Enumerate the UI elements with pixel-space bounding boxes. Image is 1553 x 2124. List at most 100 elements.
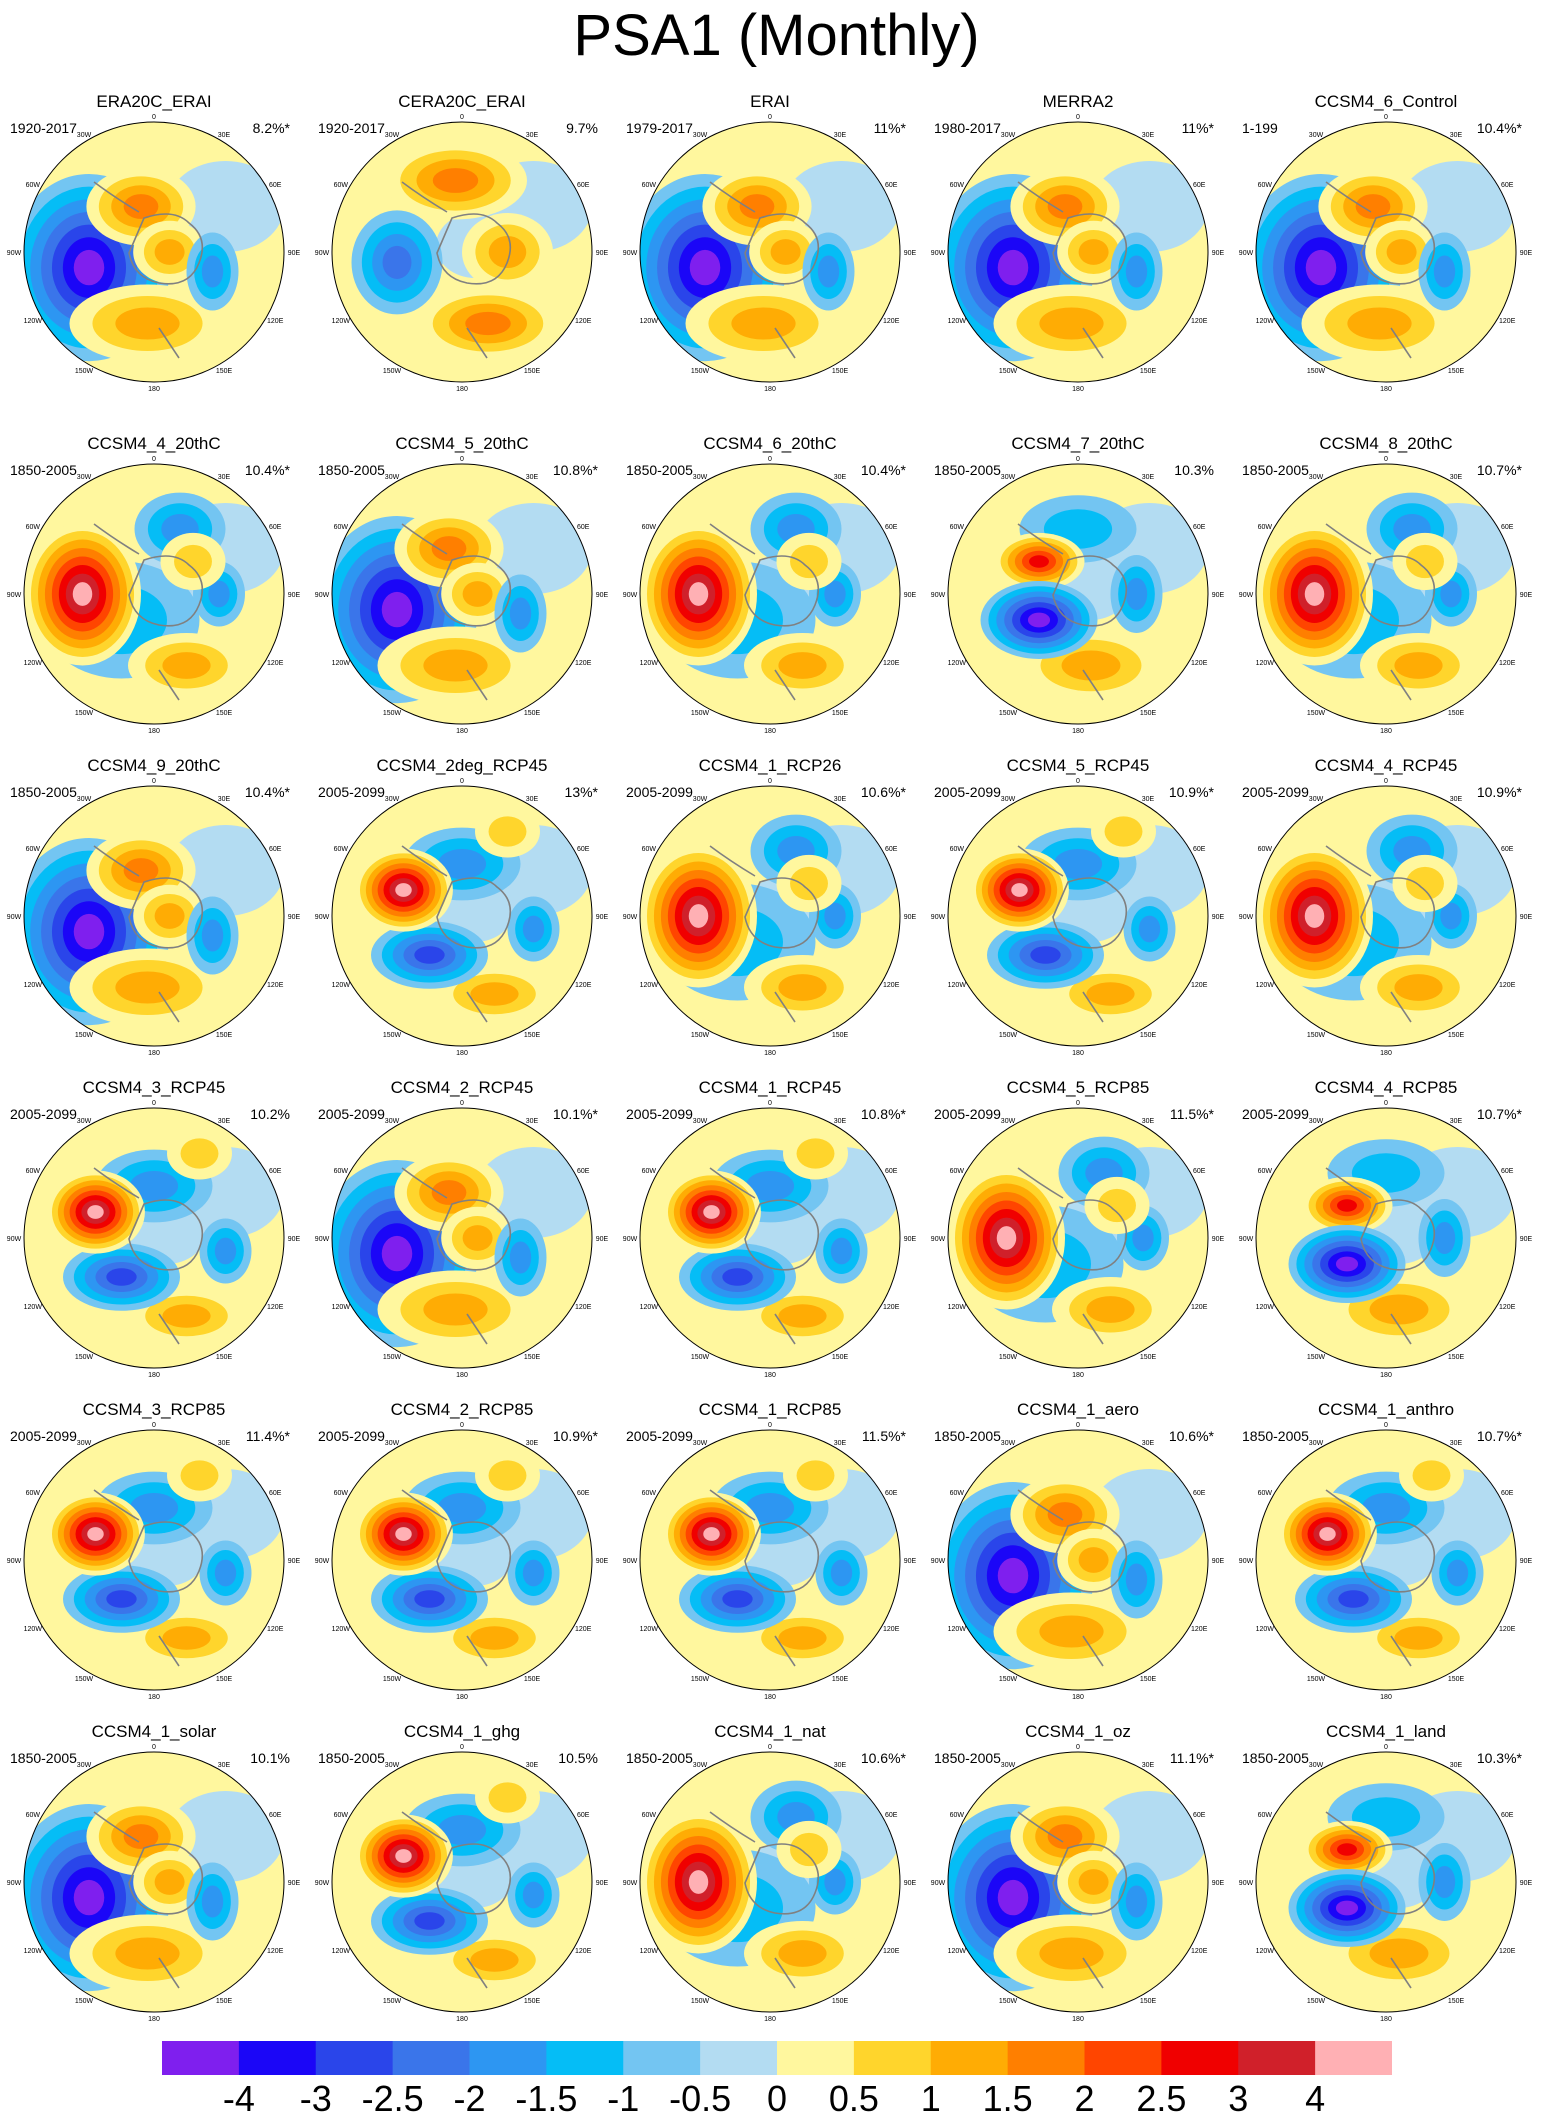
longitude-label: 30E bbox=[218, 796, 231, 803]
longitude-label: 150W bbox=[691, 1998, 710, 2005]
longitude-label: 150W bbox=[1307, 1676, 1326, 1683]
field-contour bbox=[522, 915, 545, 943]
colorbar-label: -4 bbox=[222, 2078, 255, 2119]
longitude-label: 180 bbox=[1072, 1050, 1084, 1057]
field-contour bbox=[688, 1870, 709, 1894]
field-contour bbox=[73, 1879, 105, 1916]
map-border bbox=[639, 1429, 901, 1691]
longitude-label: 150W bbox=[691, 368, 710, 375]
panel-period: 1850-2005 bbox=[934, 1428, 1001, 1444]
panel-title: CCSM4_2_RCP85 bbox=[390, 1400, 534, 1419]
field-contour bbox=[1394, 652, 1443, 679]
longitude-label: 120E bbox=[267, 982, 284, 989]
longitude-label: 150E bbox=[524, 1998, 541, 2005]
panel-title: ERA20C_ERAI bbox=[96, 92, 212, 111]
longitude-label: 150E bbox=[832, 1998, 849, 2005]
field-contour bbox=[1347, 307, 1412, 340]
map-panel: 0 30E 60E 90E 120E 150E 180 150W 120W 90W 60W 30W CC… bbox=[4, 1722, 304, 2042]
longitude-label: 30E bbox=[1450, 796, 1463, 803]
polar-map: 0 30E 60E 90E 120E 150E 180 150W 120W 90W 60W 30W bbox=[315, 778, 609, 1057]
longitude-label: 60E bbox=[1501, 846, 1514, 853]
field-contour bbox=[488, 816, 527, 847]
longitude-label: 120E bbox=[267, 1626, 284, 1633]
panel-title: CCSM4_3_RCP45 bbox=[82, 1078, 226, 1097]
longitude-label: 180 bbox=[148, 386, 160, 393]
field-contour bbox=[423, 649, 488, 682]
longitude-label: 60W bbox=[1258, 846, 1273, 853]
field-contour bbox=[214, 1237, 237, 1265]
longitude-label: 120E bbox=[575, 1948, 592, 1955]
field-contour bbox=[997, 249, 1029, 286]
field-contour bbox=[1098, 1188, 1136, 1223]
longitude-label: 60E bbox=[1193, 524, 1206, 531]
longitude-label: 120W bbox=[1256, 982, 1275, 989]
panel-variance: 10.2% bbox=[250, 1106, 290, 1122]
longitude-label: 90W bbox=[931, 250, 946, 257]
colorbar-swatch bbox=[930, 2041, 1009, 2075]
longitude-label: 60W bbox=[1258, 1490, 1273, 1497]
panel-period: 2005-2099 bbox=[318, 1106, 385, 1122]
longitude-label: 60E bbox=[577, 846, 590, 853]
longitude-label: 120E bbox=[883, 318, 900, 325]
longitude-label: 90E bbox=[904, 1236, 917, 1243]
longitude-label: 150E bbox=[1448, 1354, 1465, 1361]
panel-period: 1850-2005 bbox=[934, 1750, 1001, 1766]
map-panel: 0 30E 60E 90E 120E 150E 180 150W 120W 90W 60W 30W CC… bbox=[620, 1400, 920, 1720]
colorbar-labels: -4 -3 -2.5 -2 -1.5 -1 -0.5 0 0.5 1 1.5 2 2.5 3 4 bbox=[0, 2078, 1553, 2124]
longitude-label: 120E bbox=[1499, 660, 1516, 667]
longitude-label: 0 bbox=[1076, 456, 1080, 463]
longitude-label: 90W bbox=[931, 1558, 946, 1565]
longitude-label: 90W bbox=[7, 1880, 22, 1887]
longitude-label: 150W bbox=[691, 710, 710, 717]
longitude-label: 150W bbox=[75, 710, 94, 717]
figure-title: PSA1 (Monthly) bbox=[573, 3, 980, 68]
colorbar-label: 1 bbox=[920, 2078, 941, 2119]
map-border bbox=[1255, 121, 1517, 383]
map-panel: 0 30E 60E 90E 120E 150E 180 150W 120W 90W 60W 30W CC… bbox=[1236, 756, 1536, 1076]
longitude-label: 90E bbox=[1212, 592, 1225, 599]
longitude-label: 60E bbox=[885, 182, 898, 189]
longitude-label: 90W bbox=[1239, 250, 1254, 257]
longitude-label: 0 bbox=[460, 456, 464, 463]
polar-map: 0 30E 60E 90E 120E 150E 180 150W 120W 90W 60W 30W bbox=[931, 114, 1225, 393]
field-contour bbox=[778, 1304, 827, 1328]
colorbar-label: 0.5 bbox=[828, 2078, 879, 2119]
panel-variance: 10.9%* bbox=[552, 1428, 598, 1444]
coastline bbox=[93, 1777, 270, 1989]
longitude-label: 150W bbox=[383, 1354, 402, 1361]
longitude-label: 60W bbox=[334, 524, 349, 531]
longitude-label: 30E bbox=[1142, 1440, 1155, 1447]
longitude-label: 30W bbox=[693, 474, 708, 481]
longitude-label: 30W bbox=[1309, 132, 1324, 139]
longitude-label: 60W bbox=[950, 1168, 965, 1175]
polar-map: 0 30E 60E 90E 120E 150E 180 150W 120W 90W 60W 30W bbox=[931, 456, 1225, 735]
field-contour bbox=[381, 1235, 413, 1272]
field-contour bbox=[1039, 1615, 1104, 1648]
longitude-label: 180 bbox=[764, 2016, 776, 2023]
field-contour bbox=[1047, 1824, 1083, 1849]
longitude-label: 0 bbox=[1384, 456, 1388, 463]
longitude-label: 0 bbox=[152, 1744, 156, 1751]
longitude-label: 90W bbox=[931, 1880, 946, 1887]
field-contour bbox=[1337, 1843, 1357, 1856]
colorbar-swatch bbox=[546, 2041, 624, 2075]
longitude-label: 90E bbox=[288, 1880, 301, 1887]
panel-period: 1979-2017 bbox=[626, 120, 693, 136]
map-border bbox=[1255, 1429, 1517, 1691]
panel-title: CCSM4_5_RCP85 bbox=[1006, 1078, 1150, 1097]
coastline bbox=[93, 1455, 270, 1667]
map-border bbox=[639, 1107, 901, 1369]
polar-map: 0 30E 60E 90E 120E 150E 180 150W 120W 90W 60W 30W bbox=[315, 1744, 609, 2023]
map-border bbox=[639, 785, 901, 1047]
field-contour bbox=[437, 849, 487, 879]
longitude-label: 90E bbox=[904, 1558, 917, 1565]
panel-period: 2005-2099 bbox=[626, 784, 693, 800]
polar-map: 0 30E 60E 90E 120E 150E 180 150W 120W 90W 60W 30W bbox=[315, 114, 609, 393]
longitude-label: 30E bbox=[834, 1440, 847, 1447]
map-border bbox=[23, 785, 285, 1047]
longitude-label: 30E bbox=[218, 474, 231, 481]
longitude-label: 120W bbox=[332, 1948, 351, 1955]
longitude-label: 90E bbox=[1520, 914, 1533, 921]
map-panel: 0 30E 60E 90E 120E 150E 180 150W 120W 90W 60W 30W CE… bbox=[312, 92, 612, 412]
coastline bbox=[1017, 811, 1194, 1023]
